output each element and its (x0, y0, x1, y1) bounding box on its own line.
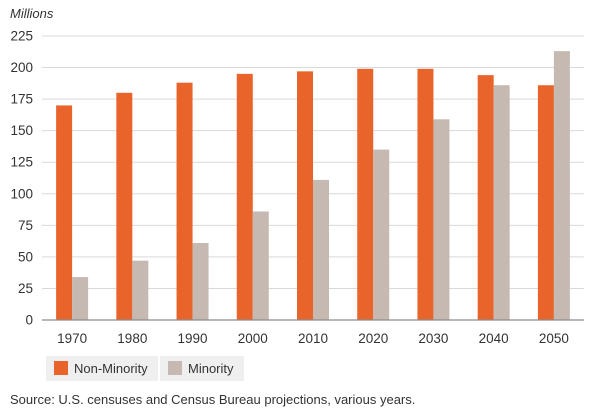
x-tick-label: 2020 (358, 331, 388, 346)
y-axis-unit-label: Millions (10, 6, 54, 21)
x-tick-label: 1990 (178, 331, 208, 346)
x-tick-label: 2010 (298, 331, 328, 346)
minority-bar (493, 85, 510, 320)
minority-bar (433, 119, 450, 320)
source-note: Source: U.S. censuses and Census Bureau … (10, 392, 416, 407)
non-minority-bar (176, 82, 193, 320)
y-tick-label: 200 (10, 60, 33, 75)
non-minority-bar (236, 73, 253, 320)
y-tick-label: 50 (18, 249, 33, 264)
non-minority-bar (417, 68, 434, 320)
y-tick-label: 100 (10, 186, 33, 201)
non-minority-bar (537, 85, 554, 320)
x-tick-label: 2000 (238, 331, 268, 346)
non-minority-bar (297, 71, 313, 320)
minority-bar (313, 179, 329, 320)
bars (56, 51, 570, 320)
non-minority-bar (116, 92, 133, 320)
y-axis-ticks: 0 25 50 75 100 125 150 175 200 225 (10, 29, 33, 328)
non-minority-bar (357, 68, 374, 320)
y-tick-label: 75 (18, 218, 33, 233)
non-minority-bar (477, 75, 494, 320)
x-axis-ticks: 1970 1980 1990 2000 2010 2020 2030 2040 2050 (57, 331, 569, 346)
x-tick-label: 2050 (539, 331, 569, 346)
x-tick-label: 1970 (57, 331, 87, 346)
minority-bar (192, 243, 209, 320)
x-tick-label: 2030 (418, 331, 448, 346)
y-tick-label: 225 (10, 29, 33, 44)
bar-chart: 0 25 50 75 100 125 150 175 200 225 1970 1980 1990 20… (10, 29, 584, 381)
legend-swatch (54, 361, 68, 375)
minority-bar (373, 149, 390, 320)
y-tick-label: 150 (10, 123, 33, 138)
x-tick-label: 1980 (117, 331, 147, 346)
legend-minority: Minority (160, 356, 244, 381)
minority-bar (72, 277, 89, 320)
legend-label: Minority (188, 361, 234, 376)
legend: Non-Minority Minority (46, 356, 244, 381)
minority-bar (132, 260, 149, 320)
y-tick-label: 0 (25, 313, 33, 328)
legend-label: Non-Minority (74, 361, 148, 376)
legend-swatch (168, 361, 182, 375)
legend-non-minority: Non-Minority (46, 356, 158, 381)
y-tick-label: 125 (10, 155, 33, 170)
minority-bar (553, 51, 570, 320)
y-tick-label: 175 (10, 92, 33, 107)
x-tick-label: 2040 (479, 331, 509, 346)
non-minority-bar (56, 105, 73, 320)
minority-bar (252, 211, 269, 320)
y-tick-label: 25 (18, 281, 33, 296)
